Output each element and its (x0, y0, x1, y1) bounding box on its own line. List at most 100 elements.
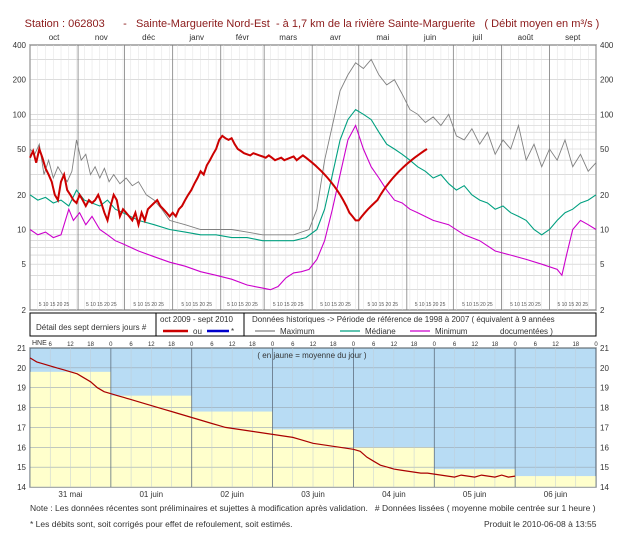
top-grid (29, 44, 597, 311)
annual-flow-chart: oct 5 10 15 20 25 nov 5 10 15 20 25 déc 5 10 … (13, 33, 614, 315)
y-tick-label-left: 50 (17, 145, 26, 154)
month-label: mai (376, 33, 389, 42)
month-label: déc (142, 33, 155, 42)
daily-mean-bar (272, 429, 354, 487)
y-tick-label-right: 14 (600, 483, 609, 492)
top-plot-area (29, 44, 597, 311)
month-label: sept (565, 33, 581, 42)
hour-tick-label: 12 (229, 342, 236, 348)
y-tick-label-left: 16 (17, 443, 26, 452)
hour-tick-label: 12 (148, 342, 155, 348)
y-tick-label-right: 50 (600, 145, 609, 154)
y-tick-label-left: 10 (17, 226, 26, 235)
hour-tick-label: 6 (129, 342, 133, 348)
y-tick-label-left: 5 (22, 260, 27, 269)
series-line-minimum (29, 124, 597, 291)
day-tick-label: 5 10 15 20 25 (557, 302, 588, 308)
bottom-subtitle: ( en jaune = moyenne du jour ) (257, 351, 367, 360)
y-tick-label-left: 20 (17, 191, 26, 200)
legend-detail-label: Détail des sept derniers jours # (36, 323, 147, 332)
month-label: mars (279, 33, 297, 42)
day-tick-label: 5 10 15 20 25 (320, 302, 351, 308)
y-tick-label-right: 15 (600, 463, 609, 472)
month-label: oct (49, 33, 60, 42)
hour-tick-label: 6 (453, 342, 457, 348)
month-label: juil (471, 33, 482, 42)
hour-tick-label: 6 (534, 342, 538, 348)
y-tick-label-right: 18 (600, 404, 609, 413)
day-tick-label: 5 10 15 20 25 (227, 302, 258, 308)
note-line1: Note : Les données récentes sont prélimi… (30, 503, 596, 513)
hour-tick-label: 18 (572, 342, 579, 348)
y-tick-label-right: 20 (600, 191, 609, 200)
series-line-current_year_red (29, 134, 428, 229)
hour-tick-label: 6 (372, 342, 376, 348)
hour-tick-label: 0 (433, 342, 437, 348)
y-tick-label-right: 400 (600, 41, 614, 50)
hour-tick-label: 12 (391, 342, 398, 348)
y-tick-label-right: 17 (600, 423, 609, 432)
daily-mean-bar (434, 469, 516, 487)
y-tick-label-left: 21 (17, 344, 26, 353)
legend-mediane: Médiane (365, 327, 396, 336)
y-tick-label-right: 5 (600, 260, 605, 269)
daily-mean-fill (30, 371, 596, 487)
month-label: nov (95, 33, 108, 42)
y-tick-label-right: 2 (600, 306, 605, 315)
y-tick-label-left: 14 (17, 483, 26, 492)
bottom-grid (29, 347, 597, 488)
y-tick-label-right: 10 (600, 226, 609, 235)
day-tick-label: 5 10 15 20 25 (510, 302, 541, 308)
day-tick-label: 5 10 15 20 25 (181, 302, 212, 308)
hne-label: HNE (32, 340, 47, 347)
legend-star: * (231, 327, 234, 336)
hour-tick-label: 18 (411, 342, 418, 348)
hour-tick-label: 0 (271, 342, 275, 348)
bottom-plot-area (29, 347, 597, 488)
hour-tick-label: 18 (87, 342, 94, 348)
bottom-series (29, 357, 516, 478)
y-tick-label-right: 200 (600, 76, 614, 85)
y-tick-label-left: 18 (17, 404, 26, 413)
y-tick-label-left: 200 (13, 76, 27, 85)
day-tick-label: 5 10 15 20 25 (39, 302, 70, 308)
top-series (29, 58, 597, 291)
month-label: janv (188, 33, 204, 42)
legend-maximum: Maximum (280, 327, 315, 336)
note-line2: * Les débits sont, soit corrigés pour ef… (30, 519, 293, 529)
day-tick-label: 5 10 15 20 25 (86, 302, 117, 308)
daily-mean-bar (30, 371, 111, 487)
y-tick-label-left: 15 (17, 463, 26, 472)
day-tick-label: 5 10 15 20 25 (133, 302, 164, 308)
legend-minimum: Minimum (435, 327, 468, 336)
chart-title: Station : 062803 - Sainte-Marguerite Nor… (24, 18, 600, 30)
day-label: 05 juin (463, 490, 487, 499)
hour-tick-label: 0 (594, 342, 598, 348)
hour-tick-label: 0 (109, 342, 113, 348)
month-label: juin (423, 33, 436, 42)
day-label: 01 juin (139, 490, 163, 499)
bottom-axis-labels: 14 14 15 15 16 16 17 17 18 18 19 19 20 20 21 21 6 12 18 0 6 1… (17, 342, 609, 499)
day-tick-label: 5 10 15 20 25 (462, 302, 493, 308)
y-tick-label-left: 19 (17, 384, 26, 393)
y-tick-label-left: 20 (17, 364, 26, 373)
y-tick-label-right: 16 (600, 443, 609, 452)
hour-tick-label: 18 (330, 342, 337, 348)
y-tick-label-right: 20 (600, 364, 609, 373)
hour-tick-label: 12 (310, 342, 317, 348)
month-label: avr (330, 33, 341, 42)
hour-tick-label: 12 (67, 342, 74, 348)
y-tick-label-left: 100 (13, 110, 27, 119)
hour-tick-label: 18 (492, 342, 499, 348)
legend-historical-2: documentées ) (500, 327, 553, 336)
day-label: 06 juin (544, 490, 568, 499)
day-label: 31 mai (58, 490, 82, 499)
top-axis-labels: oct 5 10 15 20 25 nov 5 10 15 20 25 déc 5 10 … (13, 33, 614, 315)
hour-tick-label: 0 (352, 342, 356, 348)
y-tick-label-left: 17 (17, 423, 26, 432)
hour-tick-label: 18 (249, 342, 256, 348)
hour-tick-label: 6 (49, 342, 53, 348)
legend-ou: ou (193, 327, 202, 336)
day-label: 03 juin (301, 490, 325, 499)
hour-tick-label: 12 (552, 342, 559, 348)
